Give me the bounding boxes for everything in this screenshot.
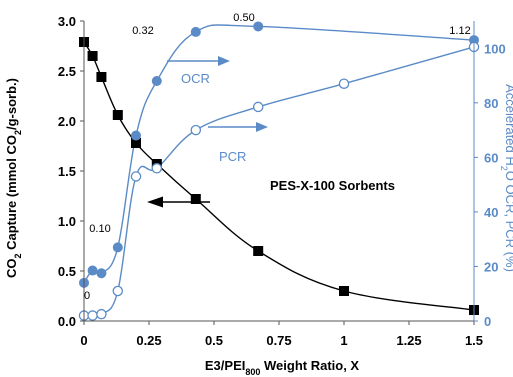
axis-ticks: 0 0.25 0.5 0.75 1 1.25 1.5 0.0 0.5 1.0 1.5 2.0 2.5 3.… xyxy=(58,14,506,348)
y-right-tick-label: 40 xyxy=(484,205,498,220)
capture-point xyxy=(131,138,141,148)
capture-point xyxy=(96,72,107,82)
ocr-value-0: 0 xyxy=(84,290,90,302)
x-tick-label: 0.5 xyxy=(205,333,223,348)
ocr-point xyxy=(112,242,123,253)
x-axis-title: E3/PEI800 Weight Ratio, X xyxy=(205,358,360,377)
ocr-value-032: 0.32 xyxy=(132,25,153,37)
capture-point xyxy=(339,286,349,296)
x-tick-label: 0.75 xyxy=(266,333,291,348)
y-right-tick-label: 80 xyxy=(484,96,498,111)
y-left-tick-label: 2.0 xyxy=(58,114,76,129)
ocr-point xyxy=(253,21,264,32)
y-axis-title-left: CO2 Capture (mmol CO2/g-sorb.) xyxy=(4,78,23,278)
pcr-arrow xyxy=(208,122,268,132)
capture-point xyxy=(87,51,98,61)
left-axis-arrow xyxy=(147,196,210,208)
pcr-point xyxy=(252,101,264,113)
ocr-point xyxy=(151,76,162,86)
capture-point xyxy=(253,246,264,256)
x-tick-label: 1 xyxy=(340,333,347,348)
pcr-point xyxy=(130,171,142,182)
pcr-point xyxy=(87,310,98,321)
y-right-tick-label: 0 xyxy=(484,314,491,329)
y-left-tick-label: 0.0 xyxy=(58,314,76,329)
pcr-point xyxy=(338,78,350,89)
y-axis-title-right: Accelerated H2O OCR, PCR (%) xyxy=(499,84,513,272)
ocr-value-112: 1.12 xyxy=(449,25,470,37)
y-right-tick-label: 20 xyxy=(484,259,498,274)
y-left-tick-label: 0.5 xyxy=(58,264,76,279)
y-right-tick-label: 60 xyxy=(484,150,498,165)
ocr-series-label: OCR xyxy=(181,71,210,86)
capture-line xyxy=(83,41,475,311)
pcr-series-label: PCR xyxy=(219,149,246,164)
y-left-tick-label: 2.5 xyxy=(58,64,76,79)
ocr-value-050: 0.50 xyxy=(233,12,254,24)
ocr-point xyxy=(96,268,107,279)
sorbent-label: PES-X-100 Sorbents xyxy=(270,178,395,193)
ocr-value-010: 0.10 xyxy=(89,223,110,235)
capture-point xyxy=(112,110,123,120)
x-tick-label: 1.25 xyxy=(396,333,421,348)
ocr-point xyxy=(131,130,141,141)
series-lines xyxy=(83,24,475,318)
ocr-arrow xyxy=(167,56,230,66)
x-tick-label: 0 xyxy=(80,333,87,348)
x-tick-label: 1.5 xyxy=(465,333,483,348)
y-left-tick-label: 1.0 xyxy=(58,214,76,229)
pcr-point xyxy=(96,308,107,320)
series-markers xyxy=(78,21,480,321)
pcr-point xyxy=(112,285,124,297)
y-left-tick-label: 1.5 xyxy=(58,164,76,179)
y-right-tick-label: 100 xyxy=(484,41,506,56)
ocr-point xyxy=(190,26,201,37)
x-tick-label: 0.25 xyxy=(136,333,161,348)
pcr-point xyxy=(151,163,163,174)
y-left-tick-label: 3.0 xyxy=(58,14,76,29)
ocr-point xyxy=(87,265,98,276)
capture-point xyxy=(190,194,201,204)
pcr-point xyxy=(190,124,202,136)
